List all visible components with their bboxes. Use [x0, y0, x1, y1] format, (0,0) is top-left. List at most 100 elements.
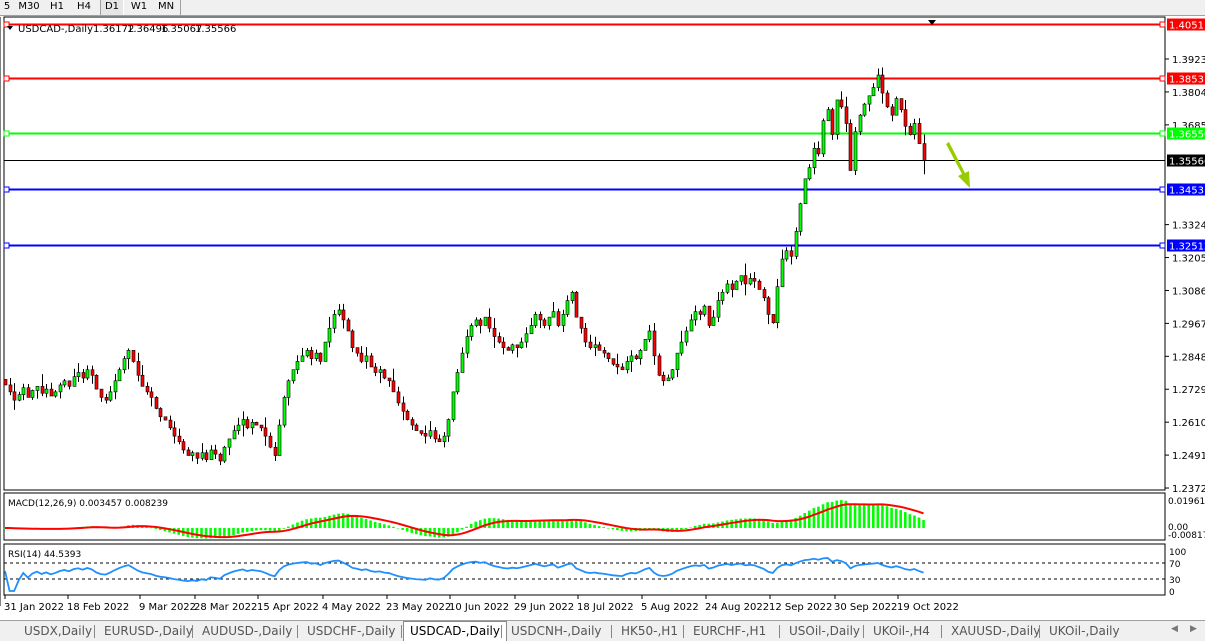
timeframe-d1[interactable]: D1 [100, 0, 124, 15]
macd-histogram-bar [145, 526, 148, 528]
price-axis-label: 1.32055 [1172, 254, 1205, 265]
candle-body [506, 347, 511, 351]
macd-histogram-bar [218, 528, 222, 539]
macd-histogram-bar [702, 523, 706, 528]
rsi-axis-label: 30 [1169, 576, 1181, 586]
level-handle[interactable] [3, 21, 10, 28]
macd-histogram-bar [584, 522, 587, 528]
level-handle[interactable] [1159, 130, 1166, 137]
candle-body [122, 358, 127, 371]
candle-body [455, 372, 460, 393]
macd-signal-line [4, 503, 924, 539]
chart-shift-marker-icon[interactable] [928, 20, 936, 25]
level-handle[interactable] [3, 130, 10, 137]
macd-histogram-bar [465, 526, 468, 528]
level-price-badge [1167, 127, 1205, 140]
macd-histogram-bar [808, 510, 811, 528]
macd-histogram-bar [168, 528, 171, 533]
date-axis-label: 5 Aug 2022 [641, 602, 699, 613]
candle-body [364, 355, 369, 362]
candle-body [597, 344, 602, 351]
candle-body [373, 366, 378, 373]
candle-body [730, 283, 735, 290]
candle-body [693, 311, 698, 321]
level-handle[interactable] [1159, 75, 1166, 82]
candle-body [21, 387, 26, 395]
candle-body [538, 314, 543, 321]
level-handle[interactable] [3, 186, 10, 193]
macd-histogram-bar [163, 528, 167, 532]
chart-tab[interactable]: USDX,Daily [24, 624, 93, 638]
candle-body [177, 435, 182, 442]
macd-histogram-bar [232, 528, 235, 536]
candle-body [437, 438, 442, 442]
chart-tab[interactable]: USDCNH-,Daily [511, 624, 602, 638]
macd-histogram-bar [255, 528, 258, 531]
candle-body [570, 291, 575, 301]
macd-histogram-bar [858, 504, 861, 528]
tabs-scroll-left-button[interactable]: ◀ [1171, 624, 1178, 634]
candle-body [880, 74, 885, 94]
timeframe-m30[interactable]: M30 [18, 1, 40, 12]
chart-tab[interactable]: USOil-,Daily [789, 624, 861, 638]
chart-tab[interactable]: UKOil-,H4 [873, 624, 930, 638]
chart-tab[interactable]: UKOil-,Daily [1049, 624, 1120, 638]
timeframe-mn[interactable]: MN [157, 1, 175, 12]
macd-histogram-bar [862, 504, 866, 528]
candle-body [524, 333, 529, 343]
macd-histogram-bar [501, 519, 505, 528]
candle-body [140, 374, 145, 387]
macd-histogram-bar [903, 512, 907, 528]
candle-body [263, 427, 268, 437]
level-handle[interactable] [1159, 242, 1166, 249]
level-handle[interactable] [1159, 186, 1166, 193]
chart-tab[interactable]: AUDUSD-,Daily [202, 624, 293, 638]
macd-histogram-bar [561, 520, 564, 528]
macd-histogram-bar [236, 528, 240, 534]
ohlc-close: 1.35566 [195, 24, 236, 35]
chart-tab[interactable]: EURCHF-,H1 [693, 624, 767, 638]
macd-histogram-bar [405, 528, 409, 532]
candle-body [337, 309, 342, 315]
price-axis-label: 1.33245 [1172, 221, 1205, 232]
level-handle[interactable] [3, 75, 10, 82]
timeframe-w1[interactable]: W1 [130, 1, 148, 12]
level-handle[interactable] [3, 242, 10, 249]
candle-body [647, 330, 652, 340]
chart-tab[interactable]: HK50-,H1 [621, 624, 678, 638]
candle-body [396, 391, 401, 404]
macd-histogram-bar [446, 528, 450, 537]
chart-tab[interactable]: USDCAD-,Daily [403, 621, 507, 641]
level-handle[interactable] [1159, 21, 1166, 28]
chart-tab[interactable]: EURUSD-,Daily [104, 624, 193, 638]
macd-histogram-bar [268, 528, 272, 531]
macd-histogram-bar [776, 522, 779, 528]
candle-body [410, 419, 415, 426]
candle-body [378, 369, 383, 373]
candle-body [565, 300, 570, 315]
candle-body [465, 336, 470, 354]
tabs-scroll-right-button[interactable]: ▶ [1190, 624, 1197, 634]
chart-tab[interactable]: USDCHF-,Daily [307, 624, 396, 638]
candle-body [346, 319, 351, 332]
macd-histogram-bar [355, 516, 359, 528]
timeframe-5[interactable]: 5 [3, 1, 11, 12]
price-chart[interactable]: 1.39230 1.38040 1.36850 1.33245 1.32055 1.308… [0, 16, 1205, 620]
chart-tab[interactable]: XAUUSD-,Daily [951, 624, 1041, 638]
macd-histogram-bar [547, 519, 551, 528]
timeframe-h1[interactable]: H1 [50, 1, 64, 12]
candle-body [798, 203, 803, 232]
date-axis-label: 23 May 2022 [386, 602, 451, 613]
macd-histogram-bar [296, 522, 299, 528]
timeframe-h4[interactable]: H4 [77, 1, 91, 12]
macd-histogram-bar [552, 519, 555, 528]
candle-body [867, 95, 872, 105]
macd-histogram-bar [826, 502, 829, 528]
macd-histogram-bar [680, 528, 683, 531]
candle-body [803, 178, 808, 205]
tab-divider [401, 625, 402, 638]
candle-body [451, 391, 456, 420]
candle-body [510, 344, 515, 351]
macd-histogram-bar [319, 517, 322, 528]
candle-body [355, 347, 360, 354]
